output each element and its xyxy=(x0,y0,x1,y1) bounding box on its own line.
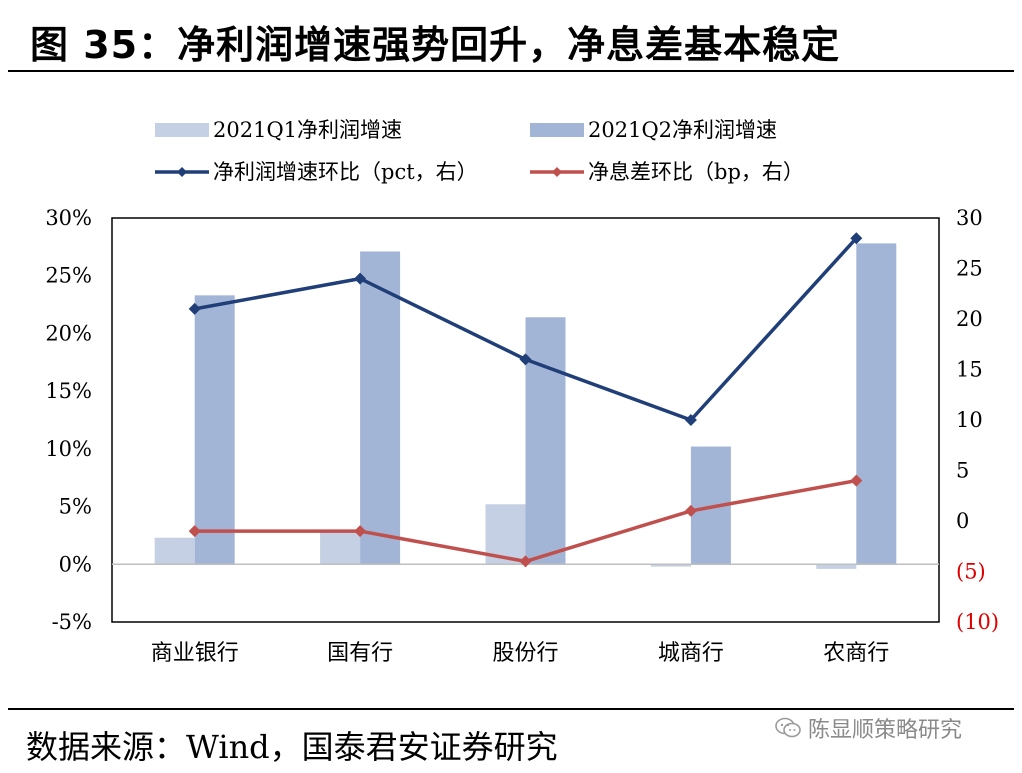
right-tick-label: 15 xyxy=(956,358,983,382)
legend-swatch-bar xyxy=(530,123,584,137)
watermark-text: 陈显顺策略研究 xyxy=(808,718,963,743)
nim-mom-point xyxy=(519,555,532,568)
bar-2021q2 xyxy=(525,317,566,565)
right-tick-label: (10) xyxy=(956,610,999,634)
chat-bubble-icon xyxy=(775,717,801,738)
pct-mom-point xyxy=(684,414,697,426)
line-series xyxy=(188,232,863,568)
legend-label: 2021Q2净利润增速 xyxy=(588,118,777,142)
category-label: 国有行 xyxy=(327,641,393,666)
nim-mom-point xyxy=(684,504,697,517)
left-tick-label: 20% xyxy=(45,321,92,345)
bar-2021q1 xyxy=(650,564,691,567)
right-tick-label: 0 xyxy=(956,509,969,533)
legend-label: 净息差环比（bp，右） xyxy=(588,160,804,184)
right-tick-label: 20 xyxy=(956,307,983,331)
pct-mom-point xyxy=(188,302,201,315)
right-tick-label: (5) xyxy=(956,560,986,584)
bar-series xyxy=(154,243,897,569)
left-tick-label: 10% xyxy=(45,437,92,461)
bar-2021q2 xyxy=(360,251,401,565)
right-axis: (10) (5) 0 5 10 15 20 25 30 xyxy=(956,206,999,634)
legend-swatch-marker xyxy=(552,167,562,177)
bar-2021q1 xyxy=(320,531,361,565)
nim-mom-point xyxy=(188,525,201,538)
bar-2021q1 xyxy=(816,564,857,569)
left-tick-label: -5% xyxy=(52,610,92,634)
legend-label: 2021Q1净利润增速 xyxy=(213,118,402,142)
bar-2021q1 xyxy=(154,537,195,565)
plot-area-frame xyxy=(111,217,940,623)
category-label: 农商行 xyxy=(823,641,889,666)
category-label: 城商行 xyxy=(658,641,724,666)
left-tick-label: 30% xyxy=(45,206,92,230)
right-tick-label: 10 xyxy=(956,408,983,432)
pct-mom-point xyxy=(519,353,532,366)
title-divider xyxy=(8,70,1014,72)
left-tick-label: 25% xyxy=(45,264,92,288)
left-axis: -5% 0% 5% 10% 15% 20% 25% 30% xyxy=(45,206,92,634)
category-label: 股份行 xyxy=(492,641,558,666)
source-note: 数据来源：Wind，国泰君安证券研究 xyxy=(26,728,558,766)
category-axis: 商业银行 国有行 股份行 城商行 农商行 xyxy=(151,641,890,666)
left-tick-label: 15% xyxy=(45,379,92,403)
nim-mom-point xyxy=(354,525,367,538)
footer-divider xyxy=(8,708,1014,710)
left-tick-label: 0% xyxy=(59,552,92,576)
pct-mom-point xyxy=(354,272,367,285)
bar-2021q2 xyxy=(194,295,235,565)
legend-swatch-marker xyxy=(177,167,187,177)
legend-label: 净利润增速环比（pct，右） xyxy=(213,160,478,184)
right-tick-label: 30 xyxy=(956,206,983,230)
nim-mom-point xyxy=(850,474,863,487)
watermark: 陈显顺策略研究 xyxy=(774,712,962,744)
right-tick-label: 5 xyxy=(956,459,969,483)
legend-swatch-bar xyxy=(155,123,209,137)
right-tick-label: 25 xyxy=(956,257,983,281)
bar-2021q2 xyxy=(856,243,897,565)
pct-mom-point xyxy=(850,232,863,245)
category-label: 商业银行 xyxy=(151,641,239,666)
page-title: 图 35：净利润增速强势回升，净息差基本稳定 xyxy=(30,23,841,67)
left-tick-label: 5% xyxy=(59,495,92,519)
